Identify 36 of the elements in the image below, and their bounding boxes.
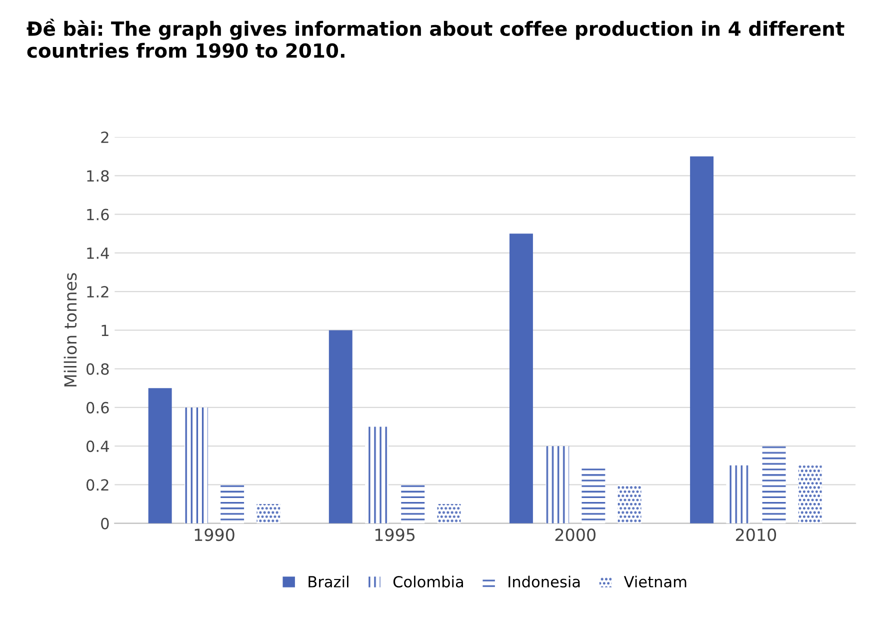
bar: [690, 156, 714, 524]
chart-title: Đề bài: The graph gives information about coffee production in 4 different countries from 1990 to 2010.: [26, 18, 844, 58]
y-tick-label: 1.8: [87, 170, 109, 182]
legend-label: Vietnam: [624, 576, 686, 588]
bar: [148, 388, 172, 524]
bar: [365, 426, 388, 524]
y-tick-label: 0.8: [86, 363, 109, 375]
bar: [437, 504, 461, 524]
y-tick-label: 0: [101, 518, 109, 530]
x-tick-label: 2010: [736, 528, 776, 542]
bar: [618, 484, 642, 524]
bar: [328, 330, 352, 524]
y-tick-label: 1.2: [87, 286, 108, 298]
y-axis-title: Million tonnes: [64, 273, 77, 386]
y-tick-label: 1.6: [87, 208, 109, 220]
legend-label: Indonesia: [508, 576, 580, 588]
bar: [509, 234, 533, 524]
bar: [798, 465, 822, 524]
legend-label: Colombia: [393, 576, 463, 588]
bar: [220, 484, 244, 524]
x-tick-label: 2000: [555, 528, 596, 542]
y-tick-label: 0.6: [86, 402, 109, 414]
y-tick-label: 1.4: [87, 248, 109, 259]
y-tick-label: 0.2: [86, 479, 108, 491]
bar: [256, 504, 280, 524]
y-tick-label: 0.4: [86, 440, 109, 452]
bar: [184, 407, 208, 524]
bar: [762, 446, 786, 524]
x-tick-label: 1990: [194, 528, 234, 542]
bar: [401, 484, 425, 524]
y-tick-label: 2: [101, 132, 108, 143]
bar: [726, 465, 750, 524]
x-tick-label: 1995: [375, 528, 415, 542]
bar: [546, 446, 570, 524]
legend-label: Brazil: [308, 576, 348, 588]
y-tick-label: 1: [102, 324, 108, 336]
